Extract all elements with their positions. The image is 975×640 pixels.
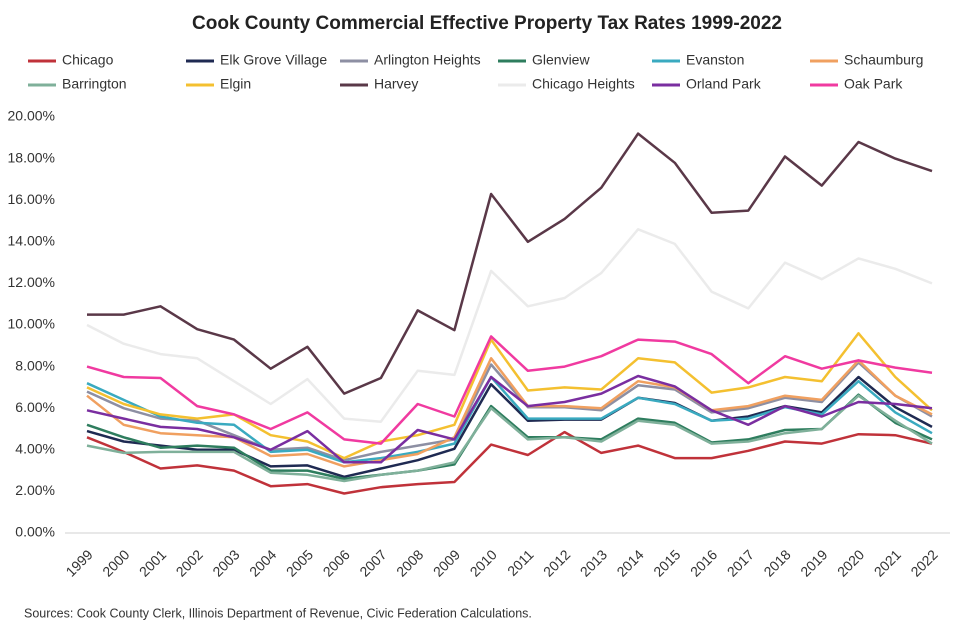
legend-label: Schaumburg xyxy=(844,52,923,68)
series-line xyxy=(86,374,933,464)
chart-title: Cook County Commercial Effective Propert… xyxy=(192,13,782,34)
legend-label: Elk Grove Village xyxy=(220,52,327,68)
legend-label: Evanston xyxy=(686,52,744,68)
series-line xyxy=(86,430,933,495)
series-line xyxy=(86,393,933,481)
legend-label: Orland Park xyxy=(686,76,762,92)
legend-label: Elgin xyxy=(220,76,251,92)
y-tick-label: 10.00% xyxy=(8,316,55,332)
y-tick-label: 16.00% xyxy=(8,191,55,207)
y-tick-label: 6.00% xyxy=(15,399,55,415)
legend-label: Harvey xyxy=(374,76,418,92)
series-line xyxy=(86,332,933,460)
series-line xyxy=(86,335,933,445)
series-line xyxy=(86,394,933,483)
series-line xyxy=(87,132,933,395)
y-tick-label: 8.00% xyxy=(15,357,55,373)
y-tick-label: 20.00% xyxy=(8,108,55,124)
series-line xyxy=(86,361,933,462)
legend-label: Barrington xyxy=(62,76,127,92)
y-tick-label: 12.00% xyxy=(8,274,55,290)
legend-label: Oak Park xyxy=(844,76,903,92)
legend-label: Glenview xyxy=(532,52,590,68)
legend-label: Chicago Heights xyxy=(532,76,635,92)
y-tick-label: 14.00% xyxy=(8,233,55,249)
y-tick-label: 4.00% xyxy=(15,441,55,457)
source-note: Sources: Cook County Clerk, Illinois Dep… xyxy=(24,606,532,620)
legend-label: Arlington Heights xyxy=(374,52,481,68)
series-line xyxy=(86,228,933,423)
y-tick-label: 2.00% xyxy=(15,482,55,498)
y-tick-label: 0.00% xyxy=(15,524,55,540)
legend-label: Chicago xyxy=(62,52,114,68)
y-tick-label: 18.00% xyxy=(8,149,55,165)
